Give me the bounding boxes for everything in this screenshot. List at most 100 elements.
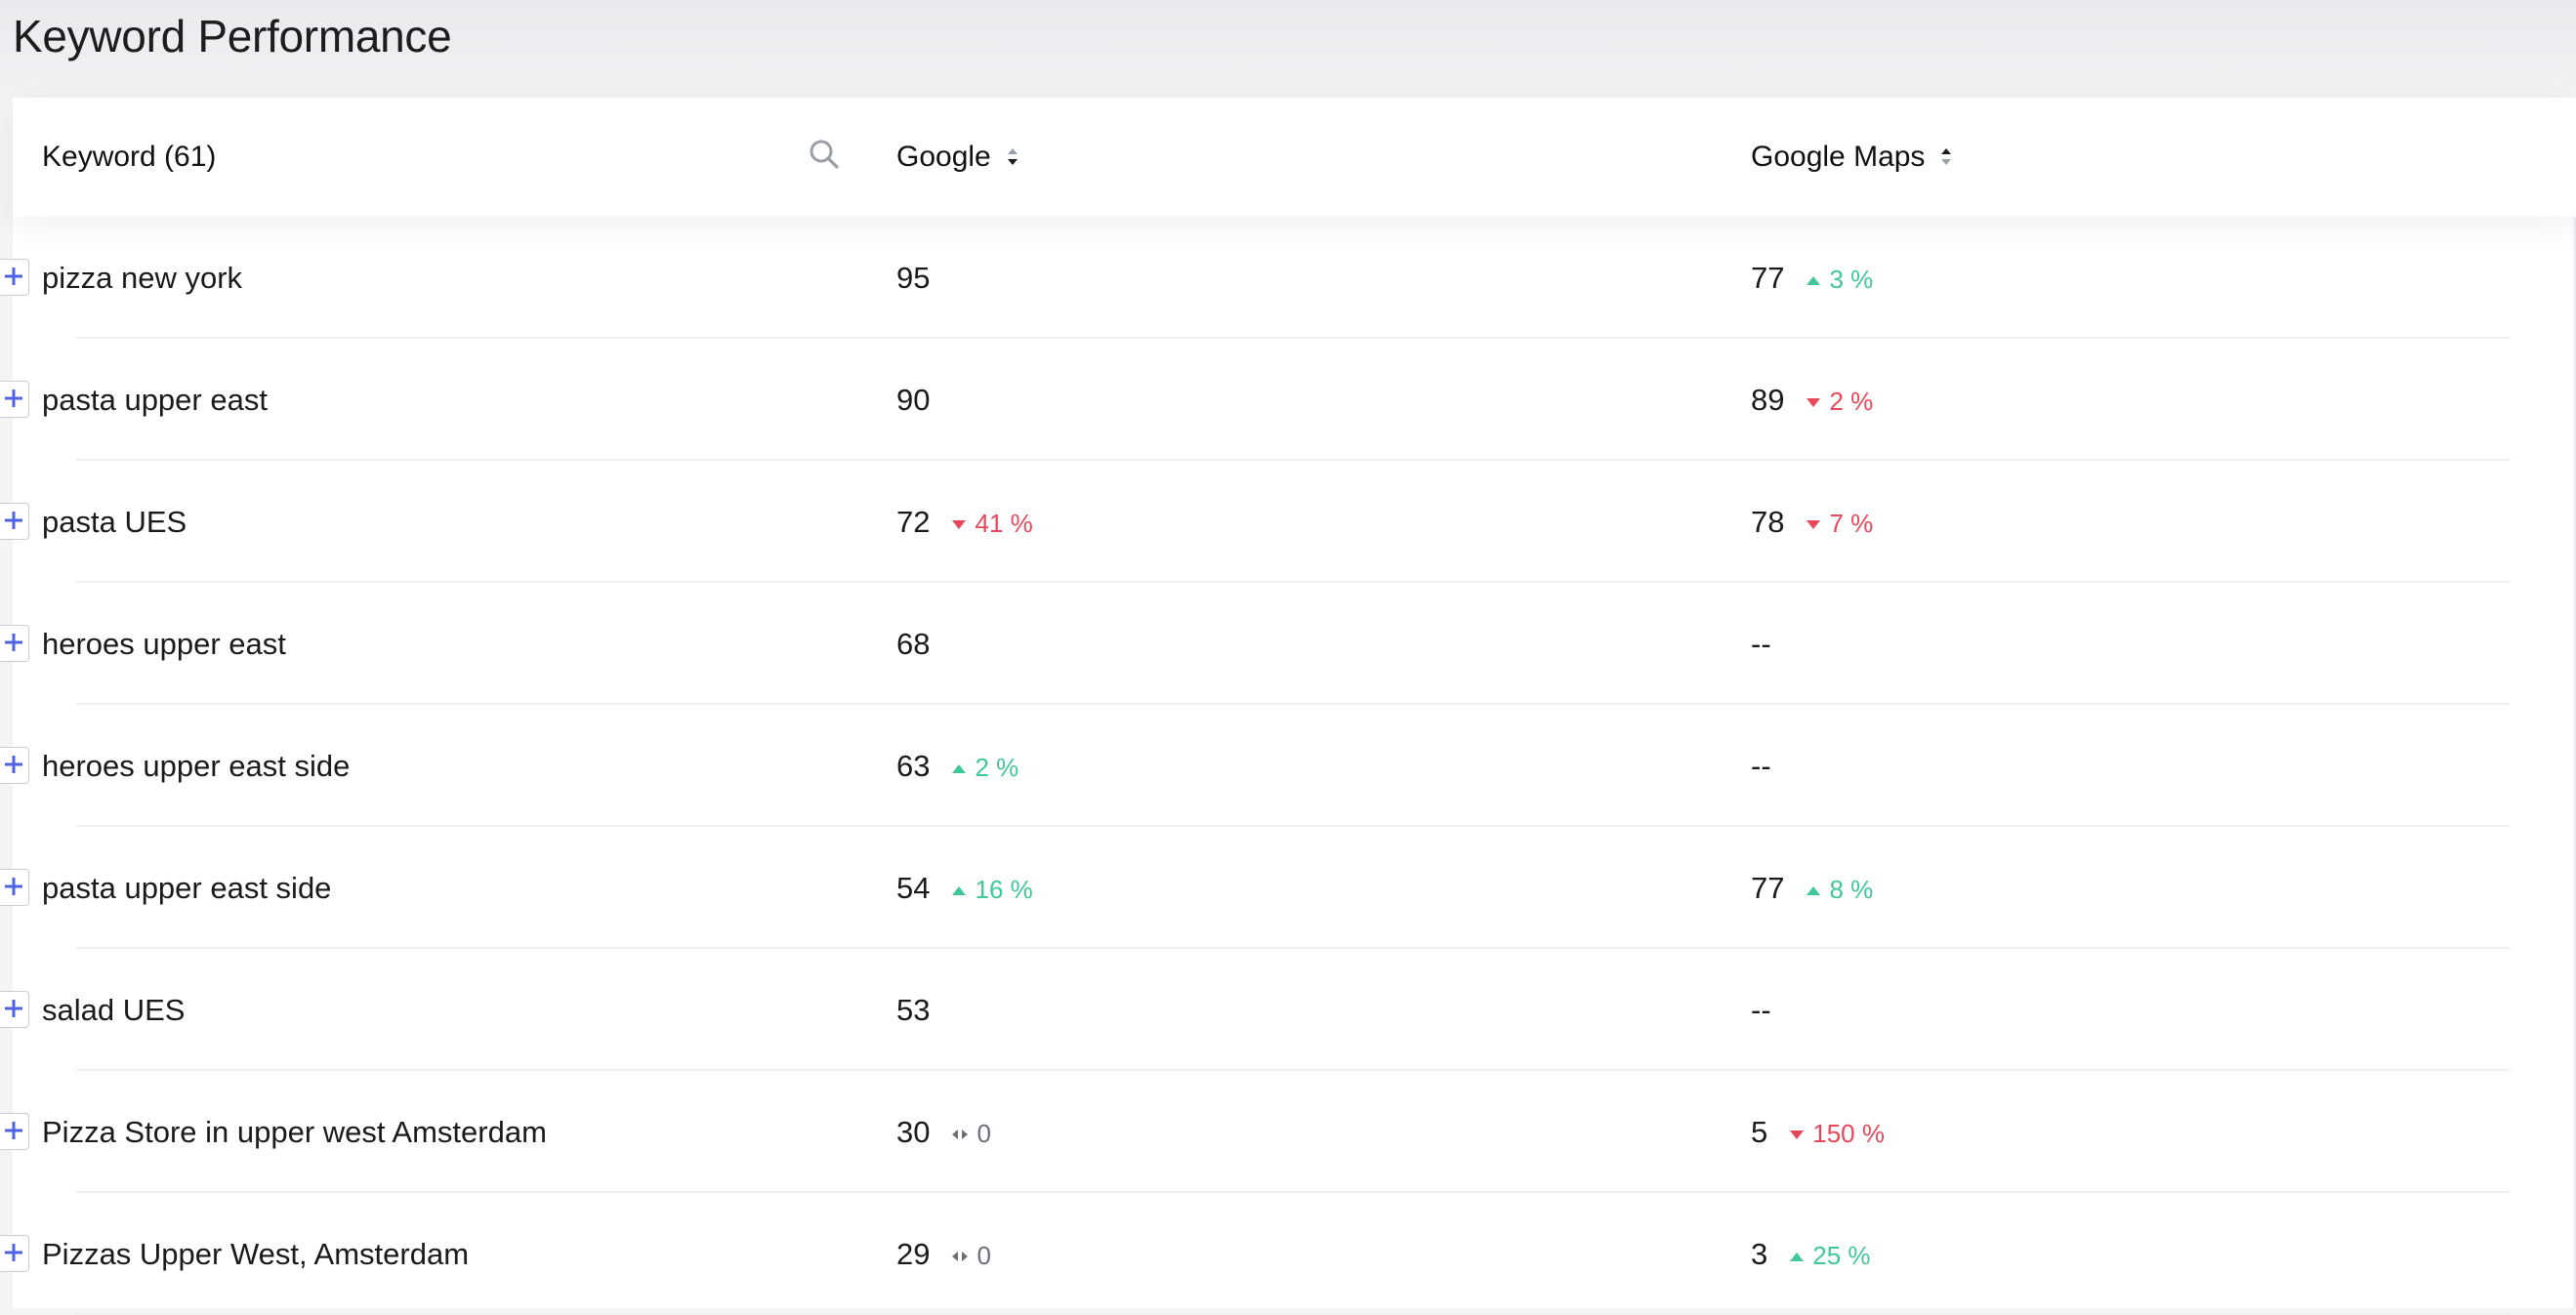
maps-change-value: 2 % bbox=[1829, 387, 1874, 416]
keyword-cell: pizza new york bbox=[42, 260, 243, 295]
google-rank-value: 53 bbox=[896, 992, 931, 1027]
maps-rank-change: 2 % bbox=[1806, 387, 1873, 417]
expand-row-button[interactable] bbox=[0, 1113, 29, 1150]
google-change-value: 0 bbox=[976, 1119, 991, 1148]
keyword-cell: Pizzas Upper West, Amsterdam bbox=[42, 1236, 470, 1271]
keyword-cell: heroes upper east side bbox=[42, 748, 351, 783]
expand-row-button[interactable] bbox=[0, 869, 29, 906]
caret-down-icon bbox=[1806, 396, 1829, 408]
row-divider bbox=[76, 337, 2510, 339]
table-row[interactable]: pasta upper east side 54 16 % 77 8 % bbox=[0, 827, 2576, 949]
maps-rank-value: 77 bbox=[1751, 870, 1785, 905]
maps-change-value: 3 % bbox=[1829, 265, 1874, 294]
plus-icon bbox=[5, 1122, 22, 1139]
table-header: Keyword (61) Google Google Maps bbox=[13, 98, 2576, 217]
row-divider bbox=[76, 703, 2510, 705]
expand-row-button[interactable] bbox=[0, 381, 29, 418]
maps-rank-value: -- bbox=[1751, 992, 1771, 1027]
table-row[interactable]: Pizzas Upper West, Amsterdam 29 0 3 25 % bbox=[0, 1193, 2576, 1315]
maps-rank-cell: 77 3 % bbox=[1751, 217, 1873, 339]
caret-up-icon bbox=[1806, 884, 1829, 896]
google-rank-cell: 54 16 % bbox=[896, 827, 1033, 949]
expand-row-button[interactable] bbox=[0, 503, 29, 540]
row-divider bbox=[76, 825, 2510, 827]
maps-rank-cell: 5 150 % bbox=[1751, 1071, 1885, 1193]
row-divider bbox=[76, 459, 2510, 461]
column-header-google-maps-label: Google Maps bbox=[1751, 141, 1926, 173]
google-rank-cell: 72 41 % bbox=[896, 461, 1033, 583]
expand-row-button[interactable] bbox=[0, 259, 29, 296]
google-rank-cell: 68 bbox=[896, 583, 930, 705]
column-header-google[interactable]: Google bbox=[896, 98, 1020, 217]
google-rank-value: 72 bbox=[896, 504, 931, 539]
table-row[interactable]: pizza new york 95 77 3 % bbox=[0, 217, 2576, 339]
table-row[interactable]: Pizza Store in upper west Amsterdam 30 0 5 1… bbox=[0, 1071, 2576, 1193]
column-header-google-label: Google bbox=[896, 141, 991, 173]
maps-rank-value: -- bbox=[1751, 626, 1771, 661]
table-row[interactable]: salad UES 53 -- bbox=[0, 949, 2576, 1071]
expand-row-button[interactable] bbox=[0, 991, 29, 1028]
page-header-band bbox=[0, 0, 2576, 98]
maps-rank-change: 8 % bbox=[1806, 875, 1873, 905]
maps-rank-change: 7 % bbox=[1806, 509, 1873, 539]
plus-icon bbox=[5, 390, 22, 407]
google-rank-value: 30 bbox=[896, 1114, 931, 1149]
plus-icon bbox=[5, 1244, 22, 1261]
google-change-value: 0 bbox=[976, 1241, 991, 1270]
caret-down-icon bbox=[951, 518, 975, 530]
column-header-google-maps[interactable]: Google Maps bbox=[1751, 98, 1954, 217]
table-edge-shadow bbox=[2572, 98, 2576, 1308]
expand-row-button[interactable] bbox=[0, 1235, 29, 1272]
google-rank-value: 29 bbox=[896, 1236, 931, 1271]
table-row[interactable]: heroes upper east 68 -- bbox=[0, 583, 2576, 705]
keyword-cell: salad UES bbox=[42, 992, 186, 1027]
google-rank-change: 0 bbox=[951, 1241, 991, 1271]
google-rank-value: 63 bbox=[896, 748, 931, 783]
sort-icon[interactable] bbox=[1005, 144, 1020, 171]
sort-icon[interactable] bbox=[1938, 144, 1954, 171]
google-rank-value: 54 bbox=[896, 870, 931, 905]
maps-rank-cell: -- bbox=[1751, 583, 1771, 705]
plus-icon bbox=[5, 1000, 22, 1017]
google-rank-cell: 29 0 bbox=[896, 1193, 991, 1315]
maps-rank-cell: -- bbox=[1751, 949, 1771, 1071]
caret-up-icon bbox=[1789, 1251, 1812, 1262]
maps-rank-value: 89 bbox=[1751, 382, 1785, 417]
maps-rank-change: 150 % bbox=[1789, 1119, 1885, 1149]
no-change-icon bbox=[951, 1129, 976, 1140]
maps-rank-change: 3 % bbox=[1806, 265, 1873, 295]
table-row[interactable]: pasta UES 72 41 % 78 7 % bbox=[0, 461, 2576, 583]
row-divider bbox=[76, 581, 2510, 583]
plus-icon bbox=[5, 756, 22, 773]
table-row[interactable]: heroes upper east side 63 2 % -- bbox=[0, 705, 2576, 827]
maps-rank-value: 5 bbox=[1751, 1114, 1768, 1149]
keyword-cell: heroes upper east bbox=[42, 626, 286, 661]
caret-down-icon bbox=[1789, 1129, 1812, 1140]
google-rank-value: 68 bbox=[896, 626, 931, 661]
google-rank-change: 41 % bbox=[951, 509, 1033, 539]
table-body: pizza new york 95 77 3 % pasta upper east 90 8… bbox=[0, 217, 2576, 1315]
row-divider bbox=[76, 947, 2510, 949]
maps-rank-change: 25 % bbox=[1789, 1241, 1871, 1271]
no-change-icon bbox=[951, 1251, 976, 1262]
expand-row-button[interactable] bbox=[0, 747, 29, 784]
row-divider bbox=[76, 1069, 2510, 1071]
maps-rank-cell: 77 8 % bbox=[1751, 827, 1873, 949]
expand-row-button[interactable] bbox=[0, 625, 29, 662]
row-divider bbox=[76, 1191, 2510, 1193]
google-change-value: 16 % bbox=[975, 875, 1033, 904]
plus-icon bbox=[5, 267, 22, 285]
maps-rank-cell: -- bbox=[1751, 705, 1771, 827]
column-header-keyword: Keyword (61) bbox=[42, 141, 217, 173]
maps-change-value: 25 % bbox=[1812, 1241, 1871, 1270]
google-rank-change: 2 % bbox=[951, 753, 1018, 783]
google-rank-cell: 90 bbox=[896, 339, 930, 461]
search-icon[interactable] bbox=[806, 137, 845, 176]
keyword-cell: pasta UES bbox=[42, 504, 187, 539]
plus-icon bbox=[5, 634, 22, 651]
keyword-cell: pasta upper east bbox=[42, 382, 268, 417]
maps-change-value: 7 % bbox=[1829, 509, 1874, 538]
caret-up-icon bbox=[951, 762, 975, 774]
table-row[interactable]: pasta upper east 90 89 2 % bbox=[0, 339, 2576, 461]
plus-icon bbox=[5, 512, 22, 529]
